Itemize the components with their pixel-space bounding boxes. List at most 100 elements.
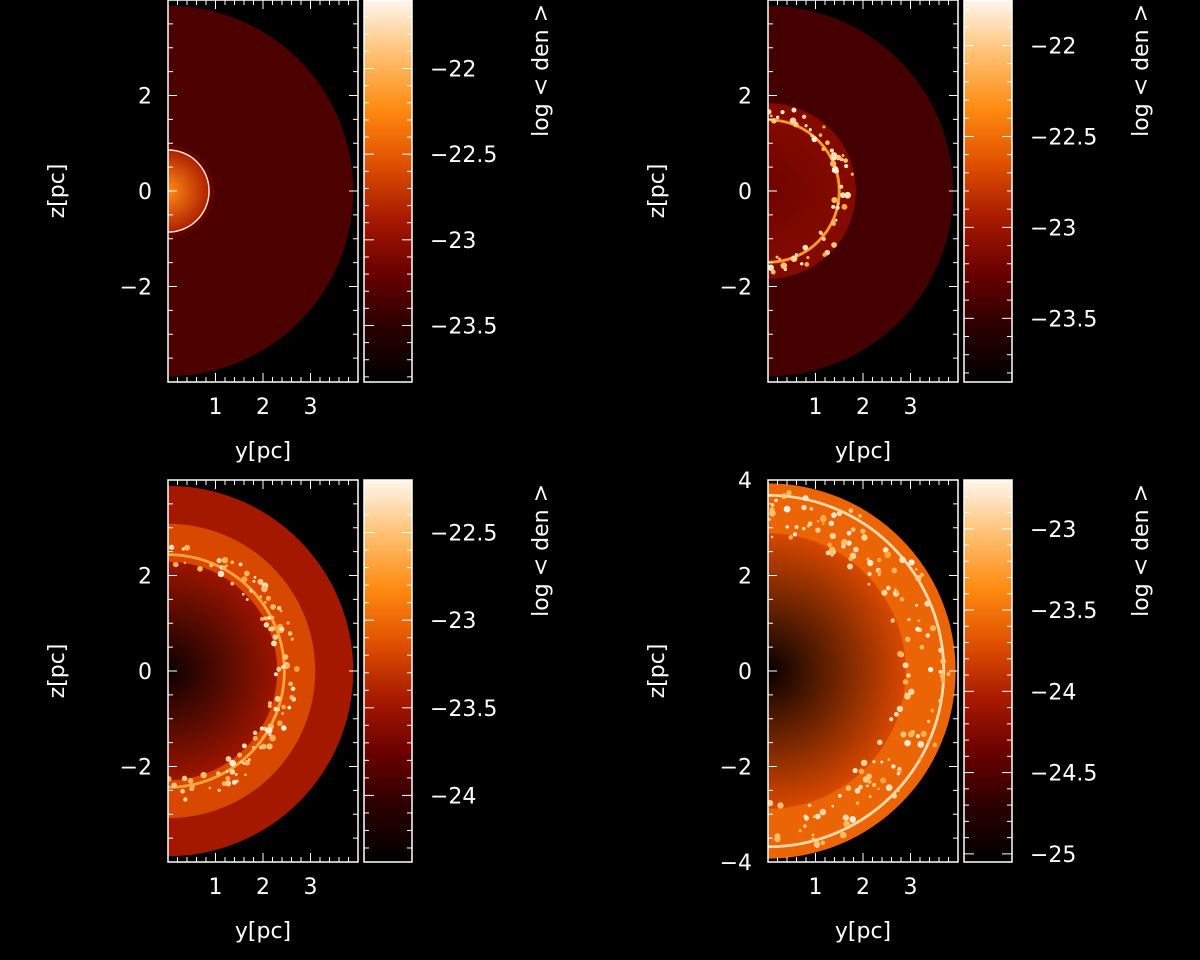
clump [831,512,837,518]
clump [872,760,876,764]
clump [771,117,777,124]
clump [840,831,847,839]
clump [181,775,188,782]
clump [907,618,911,622]
clump [813,841,821,848]
clump [887,758,891,762]
colorbar-tick-label: −23.5 [1030,599,1097,624]
clump [929,625,937,632]
clump [785,525,789,529]
clump [891,793,897,799]
clump [768,109,772,115]
clump [837,793,842,798]
clump [267,704,272,709]
clump [257,578,264,585]
clump [270,604,276,610]
clump [225,775,231,781]
y-tick-label: 2 [138,85,152,110]
clump [881,589,888,596]
colorbar-tick-label: −23 [1030,216,1076,241]
clump [857,513,863,519]
colorbar-tick-label: −24.5 [1030,762,1097,787]
clump [237,752,243,758]
bubble-interior [768,533,906,809]
clump [828,546,836,553]
clump [908,688,915,695]
clump [259,595,263,598]
x-tick-label: 3 [904,875,918,900]
clump [286,621,290,625]
clump [877,558,882,563]
clump [930,708,935,713]
clump [245,597,249,602]
colorbar-tick-label: −23 [430,229,476,254]
clump [915,626,920,632]
clump [276,605,282,611]
clump [906,673,911,678]
colorbar-tick-label: −22.5 [430,522,497,547]
clump [798,829,802,833]
clump [829,148,834,153]
clump [915,603,918,607]
clump [877,573,881,577]
clump [788,535,794,540]
clump [835,205,840,210]
clump [266,743,273,750]
clump [845,785,852,791]
clump [896,705,904,713]
clump [917,619,921,623]
clump [783,505,791,513]
clump [807,803,812,808]
clump [273,672,278,677]
clump [908,559,915,566]
clump [890,618,895,623]
clump [932,742,938,748]
y-tick-label: 2 [738,565,752,590]
y-tick-label: 2 [738,85,752,110]
clump [880,777,887,784]
colorbar [363,479,413,863]
clump [900,731,907,738]
clump [279,626,283,631]
colorbar-tick-label: −23 [430,609,476,634]
clump [902,662,909,669]
colorbar-tick-label: −24 [1030,680,1076,705]
clump [768,264,775,271]
clump [840,192,846,198]
clump [825,550,831,556]
clump [891,764,896,769]
clump [809,507,814,511]
y-tick-label: −2 [720,276,752,301]
clump [899,556,906,564]
clump [895,590,899,594]
clump [238,562,243,567]
clump [269,626,275,632]
clump [827,542,832,547]
clump [240,760,244,764]
clump [927,719,931,724]
colorbar [363,0,413,383]
colorbar-label: log < den > [529,4,554,137]
colorbar-label: log < den > [1129,4,1154,137]
clump [897,789,900,793]
clump [801,526,806,531]
clump [828,520,835,527]
clump [169,544,175,550]
clump [843,158,848,163]
density-map [168,0,358,382]
clump [770,269,776,275]
clump [825,140,830,146]
clump [904,692,911,700]
clump [818,133,823,137]
clump [281,725,287,731]
clump [843,820,851,828]
x-tick-label: 3 [304,875,318,900]
clump [804,124,808,128]
clump [897,650,904,658]
clump [794,525,799,529]
bubble-interior [168,150,209,232]
clump [831,204,836,209]
clump [187,778,194,784]
clump [208,786,212,790]
clump [915,575,922,582]
